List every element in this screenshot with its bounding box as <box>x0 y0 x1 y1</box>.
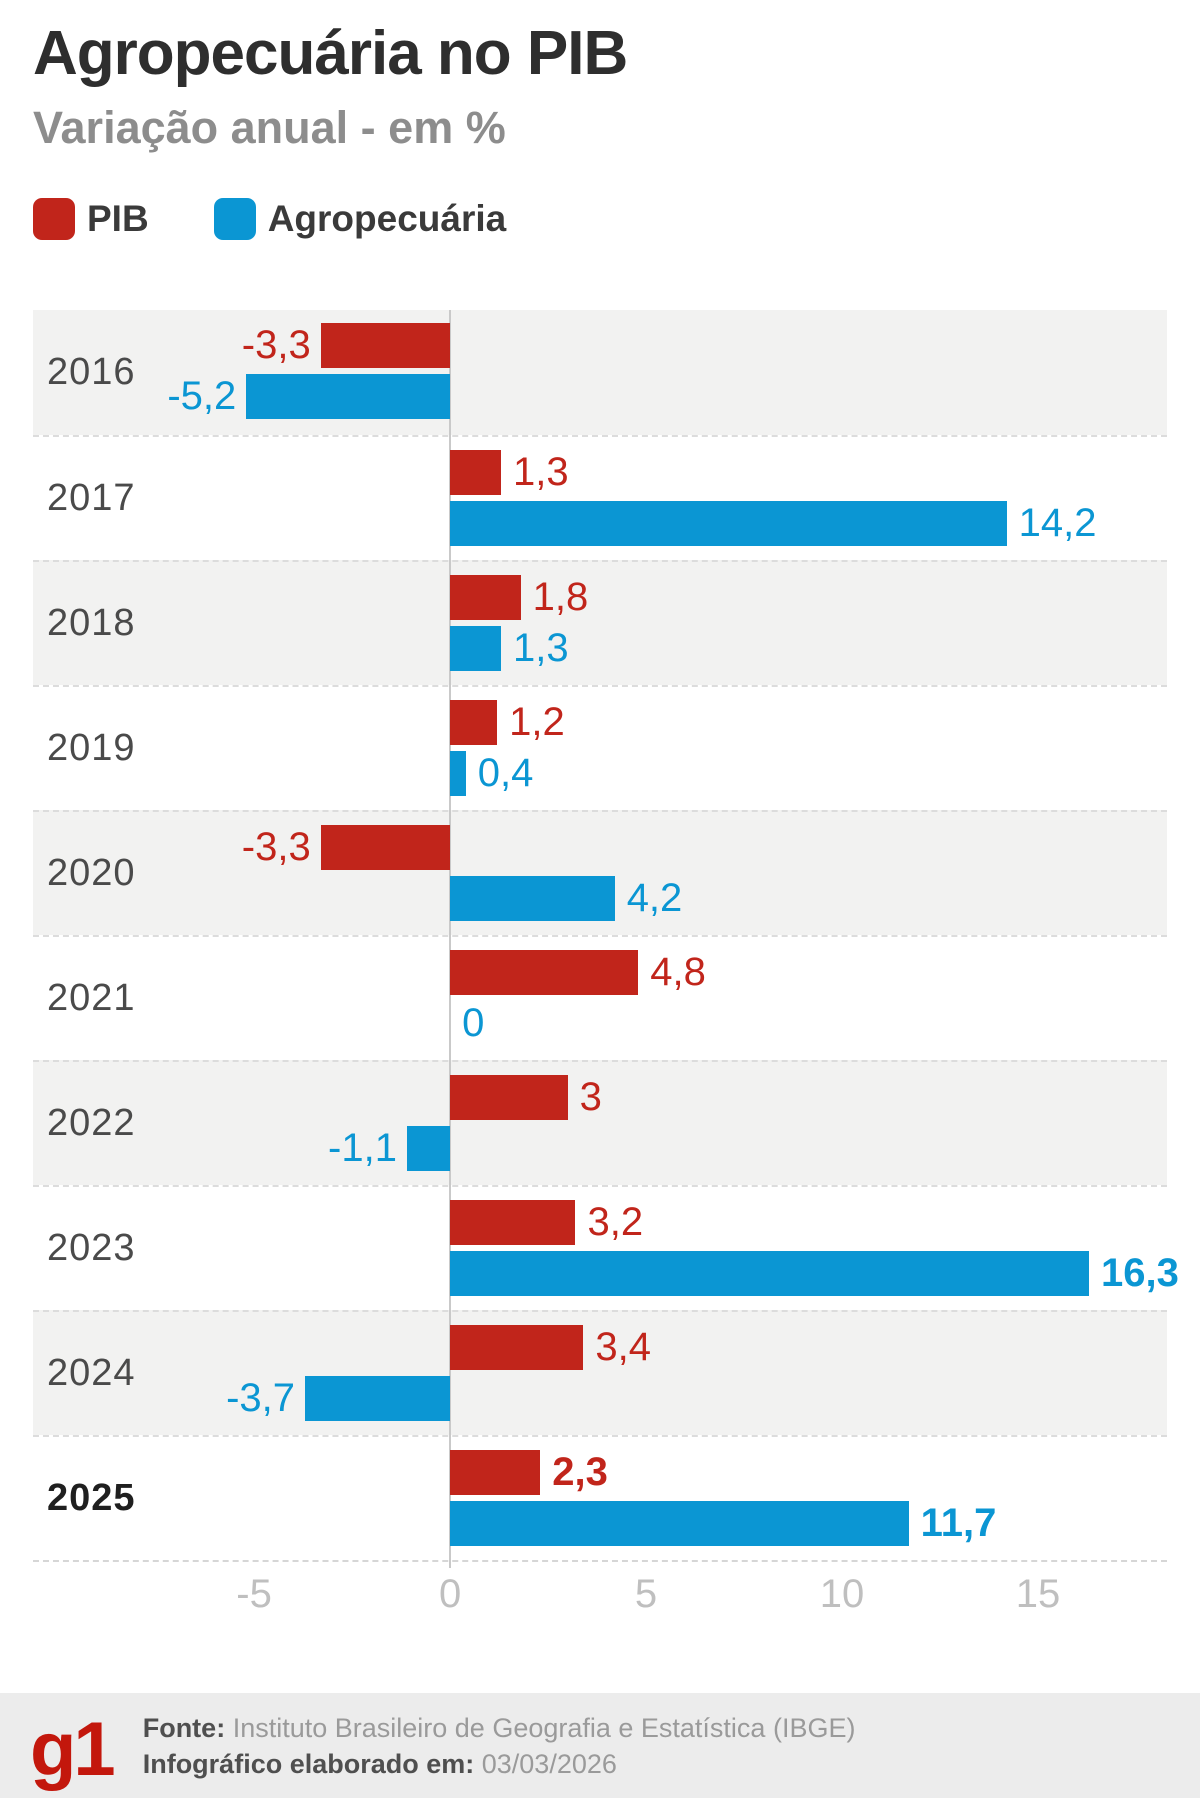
pib-value-label: -3,3 <box>241 323 311 367</box>
pib-bar <box>450 450 502 495</box>
pib-value-label: 2,3 <box>552 1450 608 1494</box>
chart-row: 2023 3,2 16,3 <box>33 1185 1179 1310</box>
year-label: 2016 <box>47 351 136 393</box>
pib-bar <box>450 575 521 620</box>
year-label: 2022 <box>47 1102 136 1144</box>
x-tick: -5 <box>236 1572 272 1616</box>
agro-bar <box>450 1501 909 1546</box>
agro-value-label: 11,7 <box>920 1501 997 1545</box>
pib-bar <box>320 825 451 870</box>
pib-bar <box>450 950 639 995</box>
pib-value-label: 4,8 <box>650 950 706 994</box>
year-label: 2021 <box>47 977 136 1019</box>
agro-bar <box>450 876 615 921</box>
agro-value-label: 0,4 <box>477 751 534 795</box>
source-label: Fonte: <box>142 1712 226 1743</box>
date-text: 03/03/2026 <box>474 1748 617 1779</box>
x-tick: 10 <box>819 1572 865 1616</box>
chart-rows: 2016 -3,3 -5,2 2017 1,3 14,2 2018 1,8 1,… <box>33 310 1179 1568</box>
source-text: Instituto Brasileiro de Geografia e Esta… <box>225 1712 856 1743</box>
agro-value-label: 1,3 <box>513 626 569 670</box>
chart-row: 2022 3 -1,1 <box>33 1060 1167 1185</box>
date-line: Infográfico elaborado em: 03/03/2026 <box>143 1746 856 1782</box>
year-label: 2019 <box>47 727 136 769</box>
agro-value-label: -5,2 <box>167 374 237 418</box>
footer-text: Fonte: Instituto Brasileiro de Geografia… <box>143 1710 856 1782</box>
pib-bar <box>320 323 451 368</box>
pib-bar <box>450 1075 568 1120</box>
page-subtitle: Variação anual - em % <box>33 102 506 153</box>
agro-value-label: 14,2 <box>1018 501 1097 545</box>
agro-bar <box>450 626 502 671</box>
footer: g1 Fonte: Instituto Brasileiro de Geogra… <box>0 1693 1200 1798</box>
pib-bar <box>450 700 498 745</box>
date-label: Infográfico elaborado em: <box>142 1748 475 1779</box>
pib-bar <box>450 1450 541 1495</box>
pib-bar <box>450 1325 584 1370</box>
pib-value-label: 1,8 <box>532 575 589 619</box>
agro-value-label: 4,2 <box>626 876 683 920</box>
agro-value-label: 16,3 <box>1100 1251 1179 1295</box>
agro-value-label: 0 <box>462 1001 485 1045</box>
agro-bar <box>450 751 466 796</box>
agro-value-label: -3,7 <box>226 1376 296 1420</box>
agro-bar <box>450 1251 1089 1296</box>
source-line: Fonte: Instituto Brasileiro de Geografia… <box>143 1710 856 1746</box>
pib-value-label: 1,2 <box>509 700 565 744</box>
pib-bar <box>450 1200 576 1245</box>
chart-row: 2019 1,2 0,4 <box>33 685 1167 810</box>
chart-row: 2021 4,8 0 <box>33 935 1167 1060</box>
agro-swatch-icon <box>213 198 256 240</box>
x-tick: 5 <box>634 1572 658 1616</box>
pib-value-label: 3,4 <box>595 1325 651 1369</box>
chart-row: 2025 2,3 11,7 <box>33 1435 1167 1560</box>
legend-item-pib: PIB <box>33 198 149 240</box>
chart-row: 2017 1,3 14,2 <box>33 435 1167 560</box>
agro-bar <box>305 1376 451 1421</box>
agro-bar <box>450 501 1007 546</box>
pib-value-label: 3 <box>579 1075 602 1119</box>
agro-value-label: -1,1 <box>328 1126 397 1170</box>
pib-swatch-icon <box>33 198 75 240</box>
agro-bar <box>246 374 451 419</box>
chart-row: 2020 -3,3 4,2 <box>33 810 1167 935</box>
g1-logo: g1 <box>30 1706 116 1792</box>
legend: PIB Agropecuária <box>33 198 506 240</box>
year-label: 2024 <box>47 1352 136 1394</box>
bar-chart: 2016 -3,3 -5,2 2017 1,3 14,2 2018 1,8 1,… <box>33 310 1179 1568</box>
year-label: 2018 <box>47 602 136 644</box>
legend-label-agro: Agropecuária <box>267 198 507 239</box>
pib-value-label: -3,3 <box>241 825 311 869</box>
chart-row: 2024 3,4 -3,7 <box>33 1310 1167 1435</box>
year-label: 2023 <box>47 1227 136 1269</box>
x-axis: -5 0 5 10 15 <box>33 1572 1167 1632</box>
year-label: 2017 <box>47 477 136 519</box>
chart-row: 2016 -3,3 -5,2 <box>33 310 1167 435</box>
x-tick: 15 <box>1015 1572 1061 1616</box>
agro-bar <box>406 1126 451 1171</box>
x-tick: 0 <box>438 1572 462 1616</box>
page-title: Agropecuária no PIB <box>33 19 628 88</box>
legend-label-pib: PIB <box>87 198 149 239</box>
pib-value-label: 3,2 <box>587 1200 644 1244</box>
chart-row: 2018 1,8 1,3 <box>33 560 1167 685</box>
year-label: 2020 <box>47 852 136 894</box>
zero-line <box>449 310 452 1568</box>
legend-item-agro: Agropecuária <box>213 198 507 240</box>
pib-value-label: 1,3 <box>513 450 569 494</box>
year-label: 2025 <box>47 1477 136 1519</box>
